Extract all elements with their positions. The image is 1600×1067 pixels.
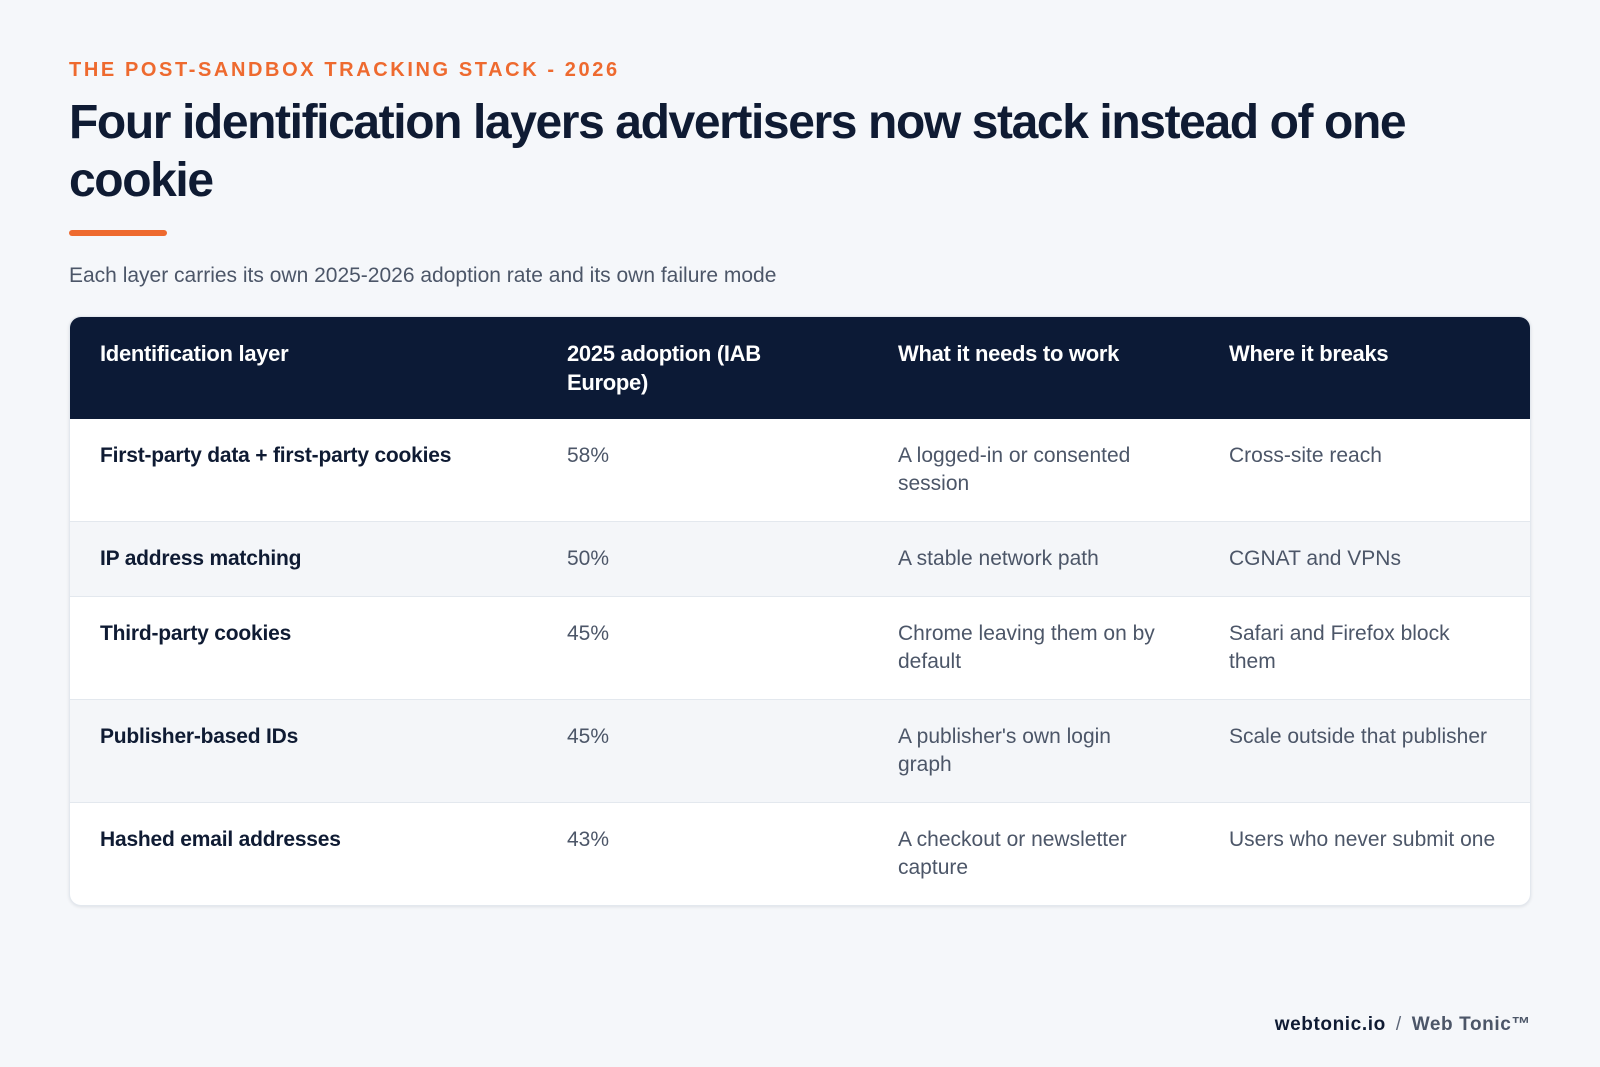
breaks-cell: Cross-site reach [1229,444,1382,467]
layer-cell: Third-party cookies [70,596,537,700]
footer-separator: / [1395,1014,1402,1035]
header-breaks: Where it breaks [1229,341,1389,366]
needs-cell: A publisher's own login graph [868,699,1199,803]
table-row: IP address matching 50% A stable network… [70,521,1530,597]
layer-cell: IP address matching [70,521,537,597]
table: Identification layer 2025 adoption (IAB … [70,317,1530,905]
table-body: First-party data + first-party cookies 5… [70,419,1530,905]
needs-cell: A logged-in or consented session [898,444,1131,495]
adoption-cell: 50% [537,521,868,597]
adoption-cell: 58% [567,444,610,467]
header-row: Identification layer 2025 adoption (IAB … [70,317,1530,419]
header-identification-layer: Identification layer [100,341,289,366]
adoption-cell: 45% [537,596,868,700]
breaks-cell: Scale outside that publisher [1199,699,1530,803]
infographic: THE POST-SANDBOX TRACKING STACK - 2026 F… [69,56,1531,906]
table-row: Third-party cookies 45% Chrome leaving t… [70,596,1530,700]
table-header: Identification layer 2025 adoption (IAB … [70,317,1530,419]
table-row: First-party data + first-party cookies 5… [70,419,1530,522]
header-needs: What it needs to work [898,341,1120,366]
breaks-cell: Users who never submit one [1199,802,1530,905]
subtitle: Each layer carries its own 2025-2026 ado… [69,264,777,287]
needs-cell: Chrome leaving them on by default [868,596,1199,700]
footer-credit: webtonic.io / Web Tonic™ [1275,1014,1531,1036]
kicker: THE POST-SANDBOX TRACKING STACK - 2026 [69,59,620,81]
adoption-cell: 43% [537,802,868,905]
accent-divider [69,230,167,236]
needs-cell: A checkout or newsletter capture [868,802,1199,905]
layer-cell: First-party data + first-party cookies [100,444,452,467]
adoption-cell: 45% [537,699,868,803]
identification-layers-table: Identification layer 2025 adoption (IAB … [69,316,1531,906]
layer-cell: Hashed email addresses [70,802,537,905]
needs-cell: A stable network path [868,521,1199,597]
footer-brand: Web Tonic™ [1411,1014,1531,1035]
breaks-cell: Safari and Firefox block them [1199,596,1530,700]
table-row: Publisher-based IDs 45% A publisher's ow… [70,699,1530,803]
footer-site: webtonic.io [1274,1014,1386,1035]
layer-cell: Publisher-based IDs [70,699,537,803]
breaks-cell: CGNAT and VPNs [1199,521,1530,597]
table-row: Hashed email addresses 43% A checkout or… [70,802,1530,905]
page-title: Four identification layers advertisers n… [69,96,1407,207]
header-adoption: 2025 adoption (IAB Europe) [567,341,761,395]
